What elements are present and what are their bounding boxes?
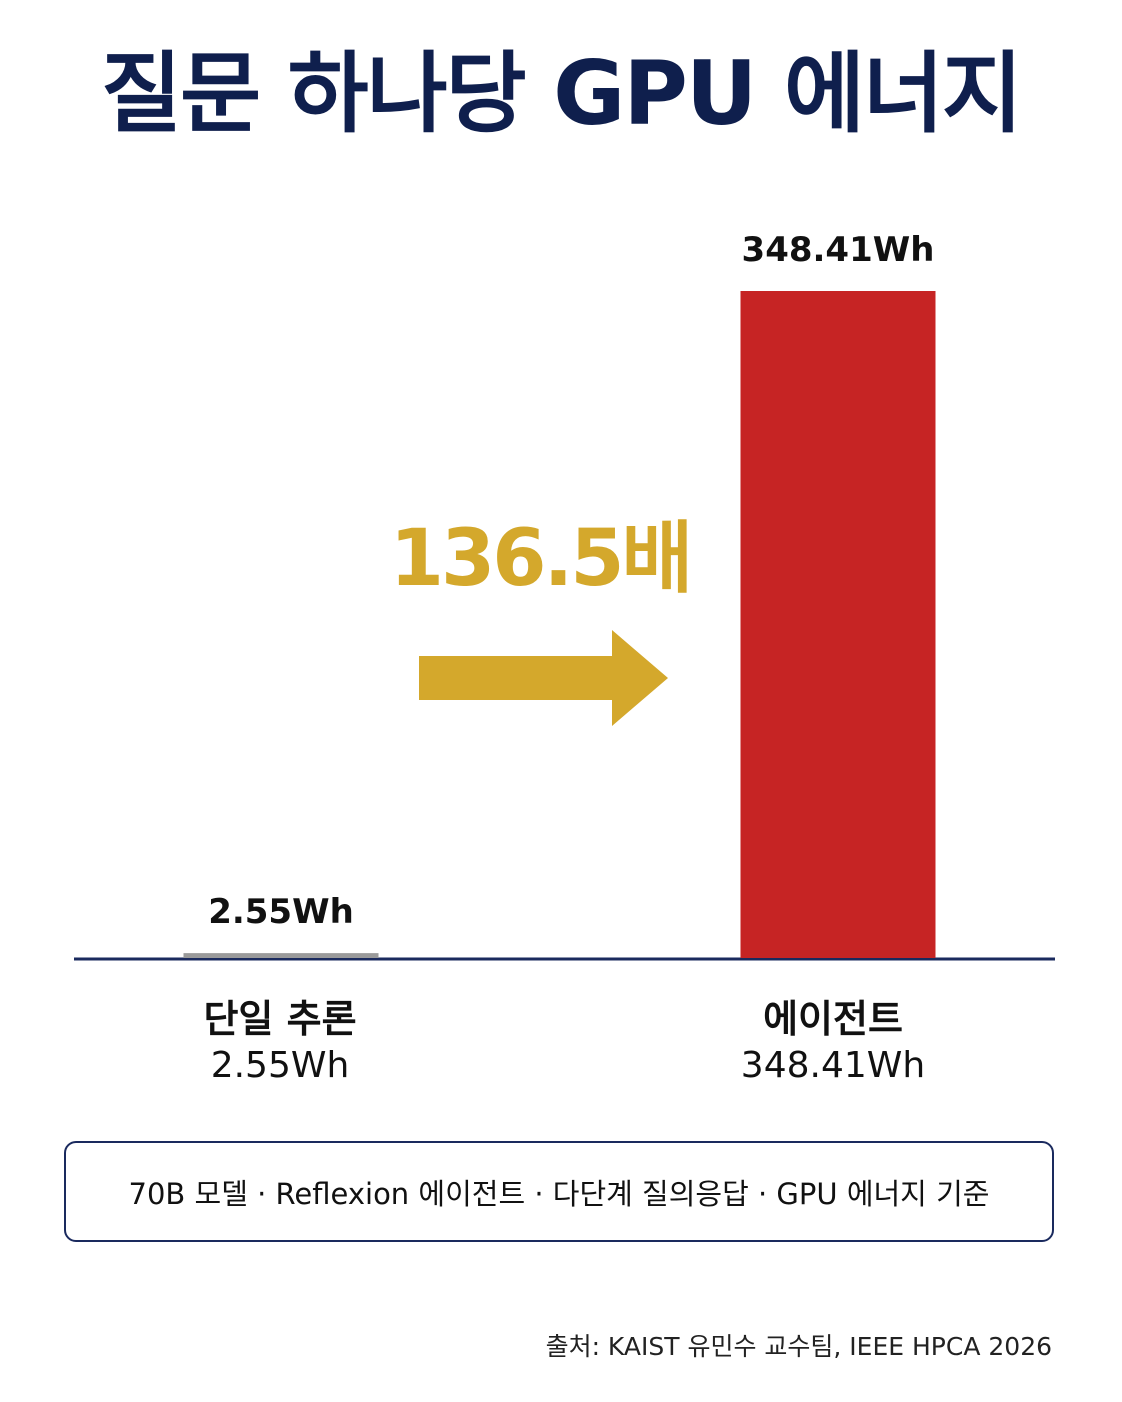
category-value-single-inference: 2.55Wh: [210, 1045, 350, 1086]
bar-labels-group: 2.55Wh 348.41Wh: [208, 230, 934, 932]
bar-value-label-single-inference: 2.55Wh: [208, 892, 354, 932]
bar-chart: 2.55Wh 348.41Wh 136.5배: [74, 230, 1055, 961]
bar-agent: [740, 291, 936, 958]
multiplier-annotation: 136.5배: [390, 514, 690, 604]
bar-single-inference: [183, 953, 379, 958]
chart-title: 질문 하나당 GPU 에너지: [101, 42, 1023, 145]
bar-value-label-agent: 348.41Wh: [742, 230, 935, 270]
conditions-note-box: 70B 모델 · Reflexion 에이전트 · 다단계 질의응답 · GPU…: [64, 1141, 1054, 1242]
arrow-right-icon: [419, 630, 668, 726]
category-label-agent: 에이전트: [763, 997, 903, 1041]
conditions-note: 70B 모델 · Reflexion 에이전트 · 다단계 질의응답 · GPU…: [128, 1176, 990, 1211]
category-value-agent: 348.41Wh: [740, 1045, 926, 1086]
bars-group: [183, 291, 936, 958]
category-label-single-inference: 단일 추론: [203, 997, 357, 1041]
source-credit: 출처: KAIST 유민수 교수팀, IEEE HPCA 2026: [545, 1332, 1052, 1361]
